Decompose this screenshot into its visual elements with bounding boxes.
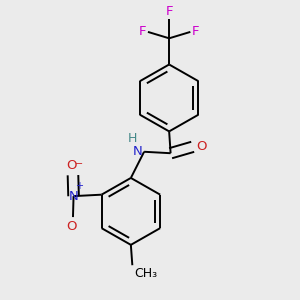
Text: H: H <box>128 132 138 146</box>
Text: O: O <box>196 140 207 153</box>
Text: −: − <box>75 159 83 169</box>
Text: O: O <box>67 159 77 172</box>
Text: +: + <box>75 181 83 191</box>
Text: F: F <box>165 5 173 18</box>
Text: O: O <box>67 220 77 233</box>
Text: CH₃: CH₃ <box>134 267 157 280</box>
Text: F: F <box>192 26 200 38</box>
Text: N: N <box>69 190 78 202</box>
Text: N: N <box>133 145 142 158</box>
Text: F: F <box>139 26 146 38</box>
